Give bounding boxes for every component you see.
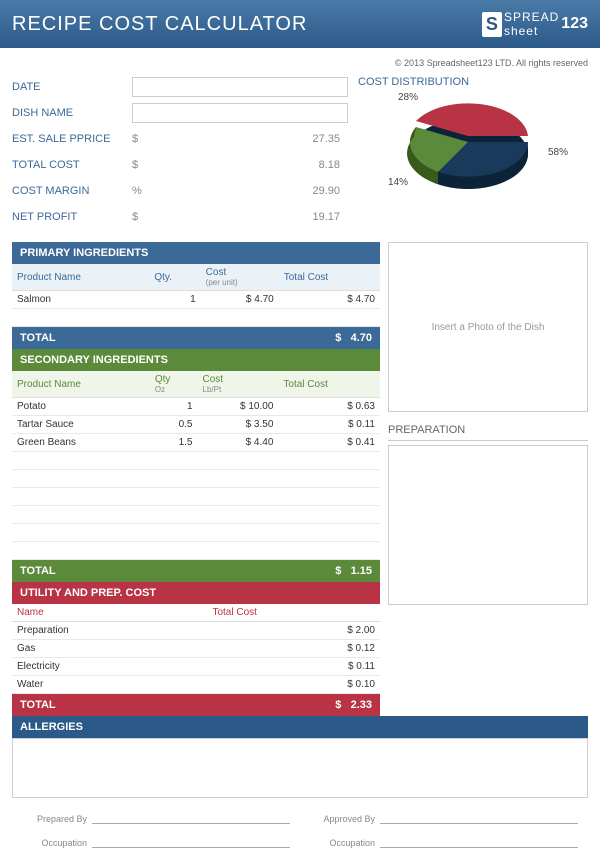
table-row: Water$ 0.10 — [12, 676, 380, 694]
logo-icon: S — [482, 12, 502, 37]
dish-input[interactable] — [132, 103, 348, 123]
prepared-line[interactable] — [92, 810, 290, 824]
prepared-label: Prepared By — [22, 814, 92, 824]
secondary-table: Product NameQtyOzCostLb/PtTotal Cost Pot… — [12, 371, 380, 560]
totalcost-label: TOTAL COST — [12, 159, 132, 171]
chart-title: COST DISTRIBUTION — [358, 76, 588, 88]
table-row: Tartar Sauce0.5$ 3.50$ 0.11 — [12, 416, 380, 434]
occupation2-line[interactable] — [380, 834, 578, 848]
table-row — [12, 470, 380, 488]
pie-label-28: 28% — [398, 92, 418, 103]
table-row — [12, 506, 380, 524]
primary-header: PRIMARY INGREDIENTS — [12, 242, 380, 264]
pie-label-14: 14% — [388, 177, 408, 188]
copyright: © 2013 Spreadsheet123 LTD. All rights re… — [12, 58, 588, 68]
secondary-header: SECONDARY INGREDIENTS — [12, 349, 380, 371]
table-row: Electricity$ 0.11 — [12, 658, 380, 676]
profit-label: NET PROFIT — [12, 211, 132, 223]
cost-distribution-chart: COST DISTRIBUTION 28% 14% 58% — [358, 76, 588, 232]
prep-header: PREPARATION — [388, 420, 588, 441]
approved-label: Approved By — [310, 814, 380, 824]
primary-total: TOTAL$ 4.70 — [12, 327, 380, 349]
table-row — [12, 488, 380, 506]
header-bar: RECIPE COST CALCULATOR S SPREADsheet 123 — [0, 0, 600, 48]
table-row — [12, 452, 380, 470]
margin-value: 29.90 — [152, 185, 348, 197]
summary-fields: DATE DISH NAME EST. SALE PPRICE$27.35 TO… — [12, 76, 348, 232]
utility-table: NameTotal Cost Preparation$ 2.00Gas$ 0.1… — [12, 604, 380, 694]
pie-label-58: 58% — [548, 147, 568, 158]
table-row: Potato1$ 10.00$ 0.63 — [12, 398, 380, 416]
secondary-total: TOTAL$ 1.15 — [12, 560, 380, 582]
table-row: Salmon1$ 4.70$ 4.70 — [12, 291, 380, 309]
date-label: DATE — [12, 81, 132, 93]
date-input[interactable] — [132, 77, 348, 97]
page-title: RECIPE COST CALCULATOR — [12, 13, 307, 36]
utility-total: TOTAL$ 2.33 — [12, 694, 380, 716]
table-row: Green Beans1.5$ 4.40$ 0.41 — [12, 434, 380, 452]
table-row: Gas$ 0.12 — [12, 640, 380, 658]
photo-placeholder[interactable]: Insert a Photo of the Dish — [388, 242, 588, 412]
totalcost-value: 8.18 — [152, 159, 348, 171]
dish-label: DISH NAME — [12, 107, 132, 119]
allergies-header: ALLERGIES — [12, 716, 588, 738]
occupation1-line[interactable] — [92, 834, 290, 848]
occupation1-label: Occupation — [22, 838, 92, 848]
table-row — [12, 524, 380, 542]
allergies-body[interactable] — [12, 738, 588, 798]
occupation2-label: Occupation — [310, 838, 380, 848]
approved-line[interactable] — [380, 810, 578, 824]
est-value: 27.35 — [152, 133, 348, 145]
logo: S SPREADsheet 123 — [482, 10, 588, 38]
profit-value: 19.17 — [152, 211, 348, 223]
table-row — [12, 309, 380, 327]
margin-label: COST MARGIN — [12, 185, 132, 197]
table-row — [12, 542, 380, 560]
utility-header: UTILITY AND PREP. COST — [12, 582, 380, 604]
primary-table: Product NameQty.Cost(per unit)Total Cost… — [12, 264, 380, 327]
table-row: Preparation$ 2.00 — [12, 622, 380, 640]
est-label: EST. SALE PPRICE — [12, 133, 132, 145]
prep-body[interactable] — [388, 445, 588, 605]
